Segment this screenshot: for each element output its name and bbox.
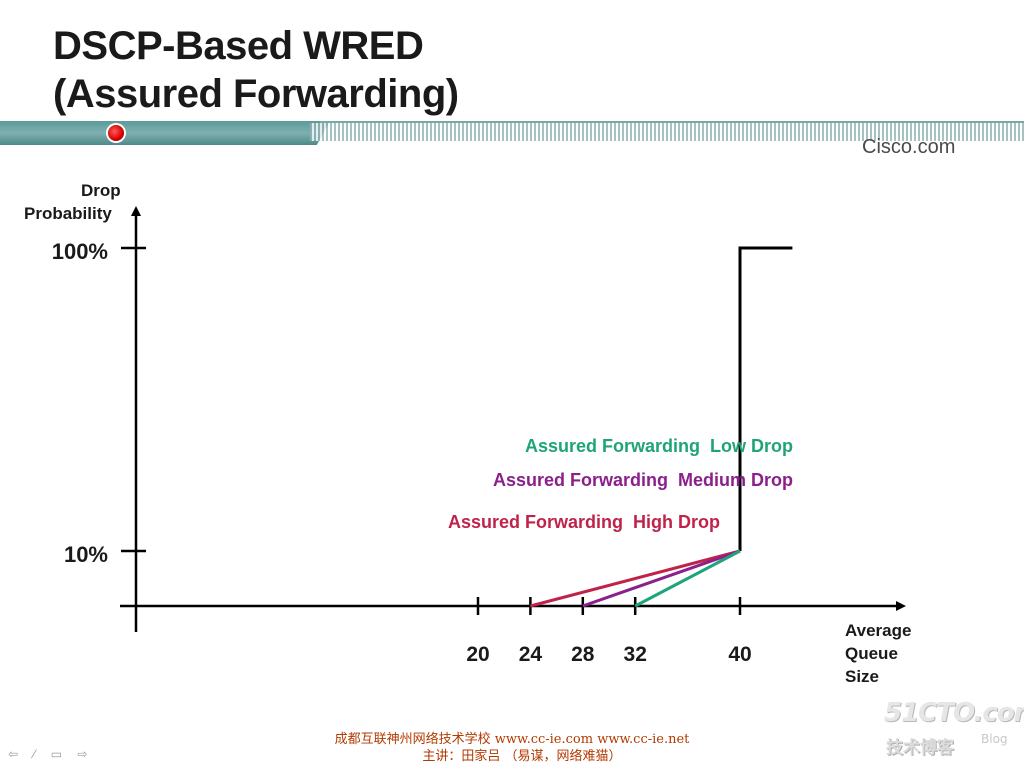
title-line-1: DSCP-Based WRED	[53, 24, 424, 68]
x-axis-label-line: Queue	[845, 644, 898, 663]
title-line-2: (Assured Forwarding)	[53, 72, 459, 116]
watermark: 51CTO.com 技术博客 Blog	[884, 698, 1024, 758]
header-banner	[0, 121, 1024, 145]
x-axis-arrow	[896, 601, 906, 611]
footer-line-1: 成都互联神州网络技术学校 www.cc-ie.com www.cc-ie.net	[334, 732, 690, 747]
watermark-blog: Blog	[981, 732, 1008, 746]
x-tick-label: 20	[466, 643, 489, 666]
watermark-logo: 51CTO.com	[884, 698, 1024, 728]
footer-line-2: 主讲：田家吕 （易谋，网络难猫）	[422, 749, 622, 764]
max-drop-line	[738, 246, 793, 551]
x-tick-label: 40	[728, 643, 751, 666]
series-line	[530, 549, 741, 608]
x-tick-label: 32	[624, 643, 647, 666]
x-tick-label: 24	[519, 643, 543, 666]
red-dot-icon	[108, 125, 124, 141]
x-axis-label-line: Size	[845, 667, 879, 686]
watermark-subtitle: 技术博客	[886, 738, 954, 758]
y-tick-label: 100%	[52, 239, 108, 264]
series-line	[634, 549, 741, 608]
y-tick-label: 10%	[64, 542, 108, 567]
y-axis-label-line-2: Probability	[24, 204, 112, 223]
y-axis-label-line-1: Drop	[81, 181, 121, 200]
x-axis-label-line: Average	[845, 621, 911, 640]
banner-top-line	[320, 121, 1024, 123]
slide-title: DSCP-Based WRED (Assured Forwarding)	[53, 22, 459, 118]
banner-stripes	[310, 123, 1024, 141]
series-label: Assured Forwarding Medium Drop	[493, 470, 793, 490]
banner-solid-bar	[0, 121, 330, 145]
brand-label: Cisco.com	[862, 136, 956, 158]
x-tick-label: 28	[571, 643, 595, 666]
footer: 成都互联神州网络技术学校 www.cc-ie.com www.cc-ie.net…	[0, 731, 1024, 765]
series-label: Assured Forwarding Low Drop	[525, 436, 793, 456]
series-label: Assured Forwarding High Drop	[448, 512, 720, 532]
series-line	[582, 549, 741, 608]
slide-nav-controls[interactable]: ⇦ ⁄ ▭ ⇨	[8, 747, 94, 761]
y-axis-arrow	[131, 206, 141, 216]
